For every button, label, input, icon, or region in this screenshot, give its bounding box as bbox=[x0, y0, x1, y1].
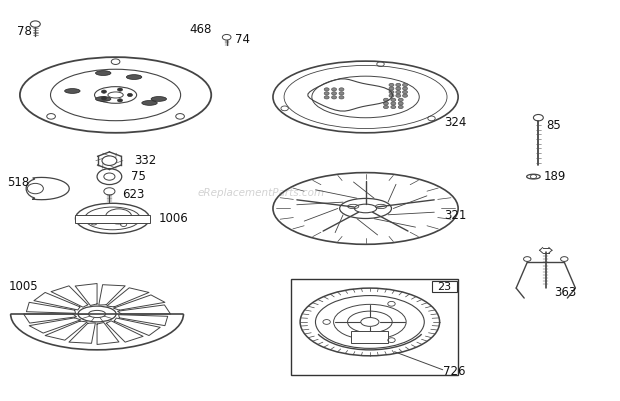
Circle shape bbox=[402, 94, 407, 97]
Circle shape bbox=[396, 94, 401, 97]
Circle shape bbox=[383, 105, 388, 109]
Text: 321: 321 bbox=[445, 209, 467, 222]
Text: 324: 324 bbox=[445, 116, 467, 130]
Circle shape bbox=[396, 91, 401, 94]
Text: 23: 23 bbox=[438, 282, 451, 292]
Circle shape bbox=[324, 88, 329, 91]
Circle shape bbox=[396, 83, 401, 87]
Circle shape bbox=[402, 87, 407, 90]
Ellipse shape bbox=[95, 97, 111, 101]
Circle shape bbox=[396, 87, 401, 90]
Circle shape bbox=[102, 97, 107, 100]
Ellipse shape bbox=[151, 97, 167, 101]
Text: 518: 518 bbox=[7, 176, 30, 189]
Bar bbox=[432, 281, 457, 292]
Text: 78: 78 bbox=[17, 25, 32, 38]
Text: 1006: 1006 bbox=[159, 212, 188, 225]
Circle shape bbox=[398, 98, 403, 101]
Text: 468: 468 bbox=[190, 23, 212, 36]
Circle shape bbox=[389, 94, 394, 97]
Text: 75: 75 bbox=[131, 170, 146, 183]
Text: 332: 332 bbox=[134, 154, 156, 167]
Ellipse shape bbox=[126, 75, 142, 79]
Circle shape bbox=[398, 105, 403, 109]
Circle shape bbox=[332, 88, 337, 91]
Text: 1005: 1005 bbox=[9, 279, 38, 293]
Text: 623: 623 bbox=[122, 188, 144, 201]
Circle shape bbox=[383, 98, 388, 101]
Circle shape bbox=[389, 87, 394, 90]
Circle shape bbox=[339, 88, 344, 91]
Text: 189: 189 bbox=[543, 170, 565, 183]
Circle shape bbox=[324, 92, 329, 95]
Circle shape bbox=[339, 96, 344, 99]
Text: 74: 74 bbox=[235, 33, 250, 46]
Circle shape bbox=[398, 102, 403, 105]
Ellipse shape bbox=[64, 89, 80, 93]
Text: 85: 85 bbox=[546, 119, 560, 132]
Circle shape bbox=[402, 91, 407, 94]
Circle shape bbox=[332, 92, 337, 95]
Ellipse shape bbox=[95, 71, 111, 75]
Circle shape bbox=[118, 99, 123, 102]
Text: 363: 363 bbox=[554, 286, 576, 300]
Circle shape bbox=[102, 90, 107, 93]
Circle shape bbox=[118, 88, 123, 91]
Circle shape bbox=[391, 105, 396, 109]
Circle shape bbox=[339, 92, 344, 95]
Circle shape bbox=[128, 93, 133, 97]
Ellipse shape bbox=[142, 101, 157, 105]
Bar bbox=[291, 279, 458, 375]
Circle shape bbox=[383, 102, 388, 105]
Circle shape bbox=[391, 102, 396, 105]
Text: eReplacementParts.com: eReplacementParts.com bbox=[197, 188, 324, 198]
Bar bbox=[76, 215, 149, 223]
Circle shape bbox=[402, 83, 407, 87]
Circle shape bbox=[391, 98, 396, 101]
Circle shape bbox=[389, 83, 394, 87]
Text: 726: 726 bbox=[443, 365, 466, 378]
Circle shape bbox=[332, 96, 337, 99]
Bar bbox=[352, 331, 388, 343]
Circle shape bbox=[389, 91, 394, 94]
Circle shape bbox=[324, 96, 329, 99]
